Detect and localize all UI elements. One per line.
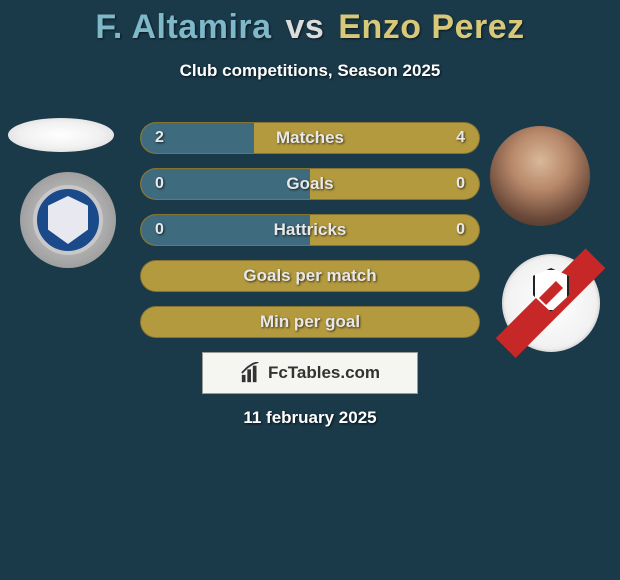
stat-label: Hattricks — [274, 220, 347, 240]
title-player1: F. Altamira — [95, 8, 271, 46]
club-crest-left — [20, 172, 116, 268]
watermark-box: FcTables.com — [202, 352, 418, 394]
stat-label: Goals — [286, 174, 333, 194]
bar-chart-icon — [240, 362, 262, 384]
comparison-card: F. Altamira vs Enzo Perez Club competiti… — [0, 0, 620, 580]
stat-row: Matches 2 4 — [140, 122, 480, 154]
subtitle: Club competitions, Season 2025 — [0, 61, 620, 81]
stat-label: Goals per match — [243, 266, 376, 286]
stat-value-left: 0 — [155, 169, 199, 199]
stat-value-right: 0 — [421, 169, 465, 199]
stat-row: Goals per match — [140, 260, 480, 292]
stat-value-right — [421, 261, 465, 291]
stats-block: Matches 2 4 Goals 0 0 Hattricks 0 0 Goals per mat… — [140, 122, 480, 352]
stat-value-right — [421, 307, 465, 337]
player-photo-left — [8, 118, 114, 152]
stat-value-right: 4 — [421, 123, 465, 153]
crest-inner-shield-icon — [33, 185, 103, 255]
stat-value-left: 0 — [155, 215, 199, 245]
stat-value-right: 0 — [421, 215, 465, 245]
stat-value-left — [155, 261, 199, 291]
player-photo-right — [490, 126, 590, 226]
page-title: F. Altamira vs Enzo Perez — [0, 0, 620, 47]
stat-row: Goals 0 0 — [140, 168, 480, 200]
stat-row: Hattricks 0 0 — [140, 214, 480, 246]
watermark-text: FcTables.com — [268, 363, 380, 383]
club-crest-right — [502, 254, 600, 352]
stat-row: Min per goal — [140, 306, 480, 338]
stat-label: Matches — [276, 128, 344, 148]
stat-label: Min per goal — [260, 312, 360, 332]
title-vs: vs — [285, 8, 324, 46]
stat-value-left: 2 — [155, 123, 199, 153]
title-player2: Enzo Perez — [338, 8, 524, 46]
stat-value-left — [155, 307, 199, 337]
date-text: 11 february 2025 — [0, 408, 620, 428]
